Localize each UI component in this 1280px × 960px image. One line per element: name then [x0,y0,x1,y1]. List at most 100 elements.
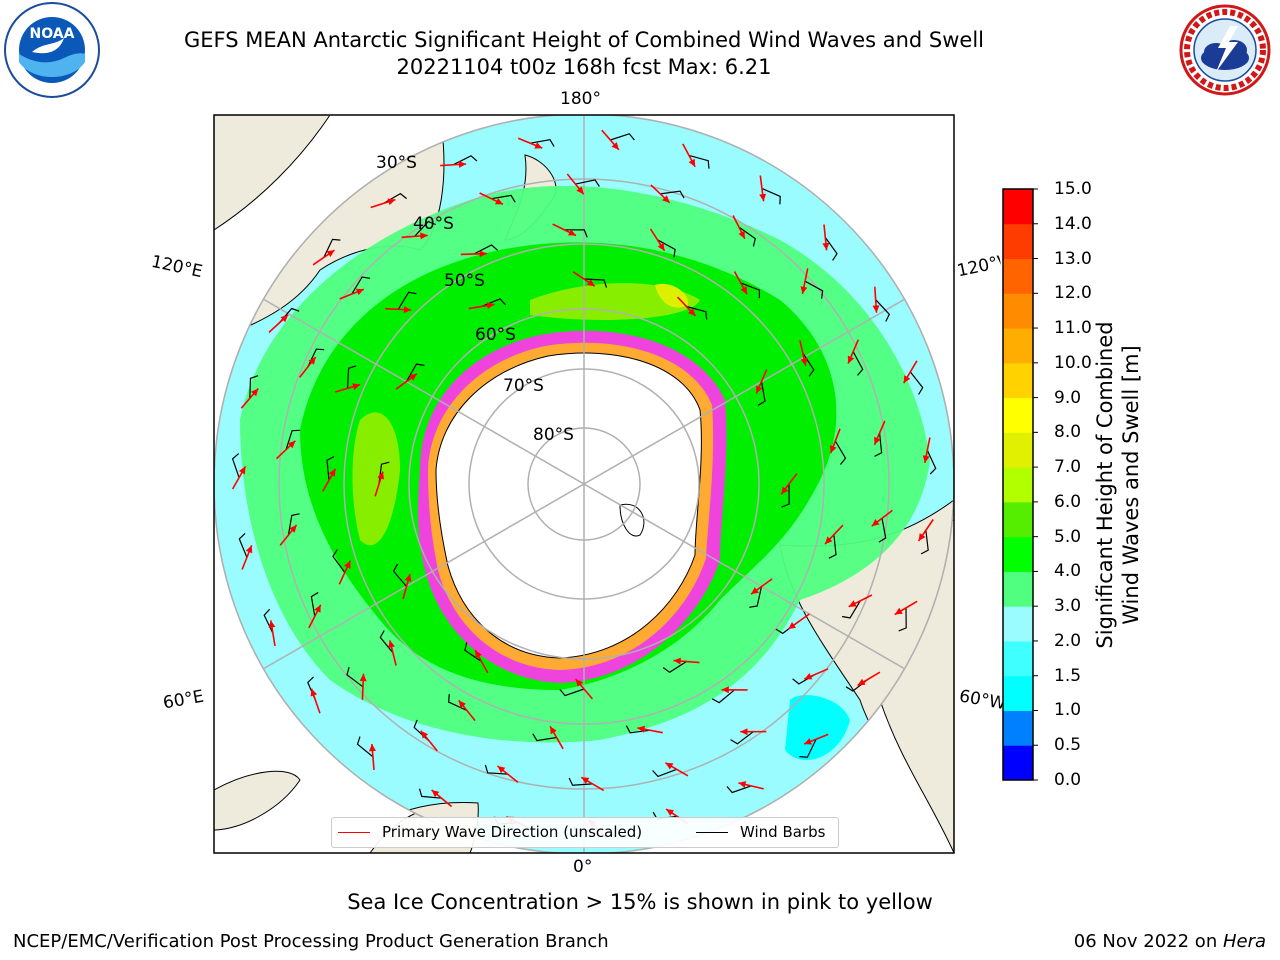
wave-arrowhead [662,195,670,203]
wave-arrowhead [497,766,506,774]
wind-barb [878,518,887,543]
wave-arrowhead [486,302,495,309]
wave-arrowhead [721,686,729,694]
colorbar-tick-label: 7.0 [1054,457,1082,478]
wave-arrowhead [788,622,796,630]
wave-arrowhead [922,455,930,463]
wave-arrowhead [657,242,665,251]
colorbar-tick-label: 1.0 [1054,700,1082,721]
lon-label-180: 180° [560,89,601,109]
wind-barb [491,194,516,203]
wave-arrowhead [404,574,412,582]
wave-arrowhead [825,536,833,545]
wind-barb [740,282,760,299]
wave-arrowhead [903,375,911,384]
wind-barb [726,785,752,794]
legend-wave-line-icon [338,831,370,833]
wind-barb [532,733,557,742]
southwest-land [214,770,301,831]
australia-land [214,115,331,231]
lon-label-0: 0° [573,857,593,877]
wave-arrowhead [666,809,674,816]
colorbar-tick-label: 15.0 [1054,179,1092,199]
wave-arrowhead [314,604,321,613]
wind-barb [575,179,600,187]
wind-barb [346,666,364,688]
colorbar-tick-label: 0.5 [1054,735,1082,756]
colorbar-swatch [1003,293,1033,329]
wind-barb [332,549,346,573]
lat-label-50s: 50°S [444,271,485,291]
wave-arrowhead [355,288,364,296]
wave-arrowhead [475,650,482,659]
colorbar-swatch [1003,397,1033,433]
colorbar-swatch [1003,362,1033,399]
wind-barb [231,453,240,478]
colorbar-tick-label: 14.0 [1054,213,1092,234]
run-date: 06 Nov 2022 on Hera [1074,931,1266,952]
wind-barb [852,351,864,376]
wind-barb [530,139,555,147]
wind-barb [898,607,907,632]
legend-wave-label: Primary Wave Direction (unscaled) [382,823,643,841]
wave-arrowhead [581,777,590,784]
wave-arrowhead [740,728,748,736]
wave-arrowhead [245,545,253,554]
wave-arrowhead [326,250,335,257]
colorbar-swatch [1003,606,1033,642]
wave-arrowhead [800,357,808,366]
wave-arrowhead [611,142,619,150]
wave-arrowhead [830,445,837,454]
wave-arrowhead [576,186,584,195]
sea-ice-note: Sea Ice Concentration > 15% is shown in … [347,890,933,914]
wave-arrowhead [804,738,812,745]
wind-barb [875,299,891,322]
colorbar-tick-label: 1.5 [1054,665,1082,686]
wind-barb [323,238,341,258]
lat-label-80s: 80°S [533,425,574,445]
wave-arrowhead [872,305,880,313]
wind-barb [841,600,861,619]
wave-arrowhead [310,688,318,697]
run-date-text: 06 Nov 2022 on [1073,931,1223,952]
wave-arrowhead [287,440,296,449]
wind-barb [730,731,754,745]
wave-arrowhead [822,242,830,251]
colorbar-swatch [1003,189,1033,225]
wave-arrowhead [847,355,855,364]
wind-barb [711,689,735,704]
wind-barb [418,788,442,799]
wind-barb [568,777,593,786]
wave-arrowhead [359,673,367,682]
wind-barb [662,660,687,674]
wave-arrowhead [550,726,557,735]
legend-wind-label: Wind Barbs [740,823,826,841]
colorbar-swatch [1003,710,1033,746]
colorbar-title-line1: Significant Height of Combined [1093,321,1117,649]
colorbar-swatch [1003,432,1033,468]
wave-arrowhead [352,383,361,390]
wind-barb [414,220,436,237]
colorbar-tick-label: 10.0 [1054,352,1092,373]
wind-barb [781,483,790,508]
wind-barb [559,688,585,697]
wave-arrowhead [458,160,467,168]
wave-arrowhead [857,678,866,686]
wave-arrowhead [738,230,745,239]
wave-band-5m [530,283,700,320]
wave-arrowhead [665,762,674,770]
wave-arrowhead [637,725,645,733]
wave-arrowhead [420,232,428,240]
wave-arrowhead [238,466,246,475]
producer-credit: NCEP/EMC/Verification Post Processing Pr… [13,931,609,952]
wind-barb [347,365,357,389]
wave-arrowhead [738,781,747,788]
wind-barb [688,154,710,169]
colorbar-tick-label: 11.0 [1054,318,1092,339]
wave-arrowhead [409,373,417,381]
wave-arrowhead [568,229,576,236]
lat-label-30s: 30°S [376,153,417,173]
colorbar-tick-label: 12.0 [1054,283,1092,304]
wave-arrowhead [751,587,759,595]
colorbar-swatch [1003,467,1033,503]
